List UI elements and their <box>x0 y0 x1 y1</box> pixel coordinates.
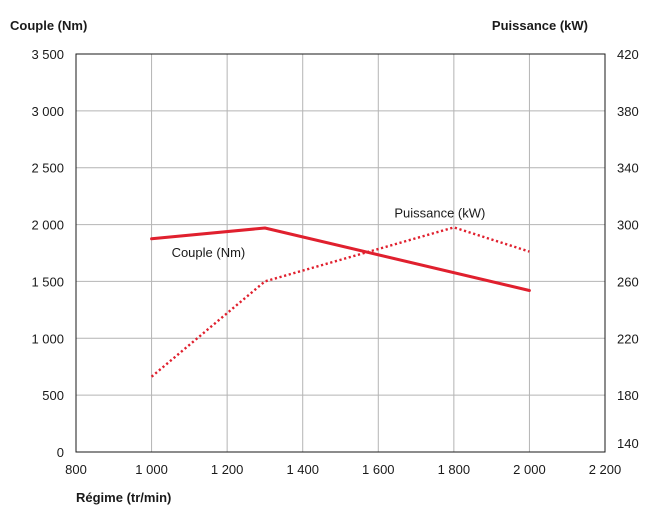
x-tick-label: 1 200 <box>211 462 244 477</box>
tick-labels: 800 1 000 1 200 1 400 1 600 1 800 2 000 2 200 0 5… <box>31 47 638 477</box>
y-right-tick-label: 340 <box>617 161 639 176</box>
gridlines <box>76 54 605 452</box>
y-right-tick-label: 260 <box>617 274 639 289</box>
y-left-tick-label: 0 <box>57 445 64 460</box>
y-right-tick-label: 180 <box>617 388 639 403</box>
y-left-tick-label: 3 500 <box>31 47 64 62</box>
series-annotation: Puissance (kW) <box>394 205 485 220</box>
x-tick-label: 2 200 <box>589 462 622 477</box>
y-right-axis-title: Puissance (kW) <box>492 18 588 33</box>
y-left-axis-title: Couple (Nm) <box>10 18 87 33</box>
plot-frame <box>75 53 606 453</box>
y-left-tick-label: 2 000 <box>31 218 64 233</box>
y-right-tick-label: 420 <box>617 47 639 62</box>
series-line-1 <box>150 226 531 292</box>
y-left-tick-label: 500 <box>42 388 64 403</box>
y-right-tick-label: 140 <box>617 436 639 451</box>
x-axis-title: Régime (tr/min) <box>76 490 171 505</box>
y-right-tick-label: 220 <box>617 331 639 346</box>
y-left-tick-label: 1 000 <box>31 331 64 346</box>
series-line-2 <box>150 226 530 378</box>
y-left-tick-label: 1 500 <box>31 274 64 289</box>
y-right-tick-label: 380 <box>617 104 639 119</box>
y-left-tick-label: 3 000 <box>31 104 64 119</box>
x-tick-label: 1 000 <box>135 462 168 477</box>
y-right-tick-label: 300 <box>617 218 639 233</box>
y-left-tick-label: 2 500 <box>31 161 64 176</box>
x-tick-label: 1 400 <box>286 462 319 477</box>
series-annotation: Couple (Nm) <box>172 245 246 260</box>
x-tick-label: 1 800 <box>438 462 471 477</box>
x-tick-label: 1 600 <box>362 462 395 477</box>
x-tick-label: 2 000 <box>513 462 546 477</box>
x-tick-label: 800 <box>65 462 87 477</box>
series <box>150 226 531 378</box>
annotations: Couple (Nm) Puissance (kW) <box>172 205 486 259</box>
